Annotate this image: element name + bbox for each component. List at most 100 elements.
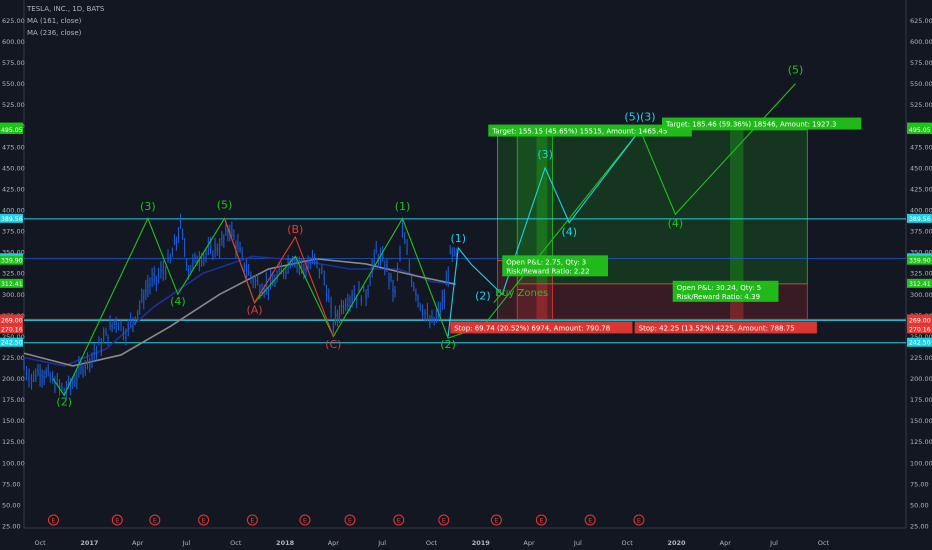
price-badge-right-text: 339.90	[909, 258, 931, 265]
y-tick-right: 400.00	[910, 207, 932, 215]
buy-zones-label: Buy Zones	[495, 288, 548, 299]
ma-line	[23, 255, 456, 367]
price-badge-left-text: 339.90	[1, 258, 23, 265]
price-badge-right-text: 312.41	[909, 281, 931, 288]
wave-label: (3)	[537, 148, 553, 161]
y-tick-left: 250.00	[2, 333, 25, 341]
wave-label: (4)	[170, 295, 186, 308]
price-badge-left	[0, 337, 23, 347]
x-tick-label: Jul	[573, 539, 582, 547]
target1-box	[488, 124, 692, 137]
target1-text: Target: 155.15 (45.65%) 15515, Amount: 1…	[491, 128, 667, 136]
ma-line	[23, 258, 456, 367]
x-tick-label: Apr	[328, 539, 340, 547]
buy-zone-arrow	[493, 289, 506, 304]
earnings-marker-label: E	[442, 517, 446, 525]
y-tick-left: 200.00	[2, 375, 25, 383]
y-tick-left: 575.00	[2, 59, 25, 67]
earnings-marker-label: E	[115, 517, 119, 525]
price-badge-left-text: 312.41	[1, 281, 23, 288]
target-zone	[497, 127, 554, 262]
price-badge-left-text: 270.16	[1, 326, 23, 333]
x-tick-label: Oct	[818, 539, 830, 547]
symbol-title: TESLA, INC., 1D, BATS	[27, 5, 105, 13]
y-tick-right: 25.00	[910, 523, 929, 531]
earnings-marker	[111, 514, 123, 526]
pnl2-text: Risk/Reward Ratio: 4.39	[677, 293, 760, 301]
price-badge-right	[907, 337, 932, 347]
y-tick-right: 225.00	[910, 354, 932, 362]
price-badge-left	[0, 324, 23, 334]
x-tick-label: 2019	[472, 539, 491, 547]
earnings-marker	[47, 514, 59, 526]
earnings-marker	[246, 514, 258, 526]
x-tick-label: Apr	[132, 539, 144, 547]
pnl1-box	[502, 255, 608, 277]
y-tick-right: 425.00	[910, 185, 932, 193]
y-tick-left: 150.00	[2, 417, 25, 425]
ma236-legend: MA (236, close)	[27, 29, 82, 37]
price-badge-right-text: 270.16	[909, 326, 931, 333]
y-tick-right: 75.00	[910, 480, 929, 488]
price-badge-right-text: 495.05	[909, 127, 931, 134]
price-badge-left	[0, 255, 23, 265]
y-tick-right: 375.00	[910, 228, 932, 236]
elliott-wave-red	[223, 218, 334, 337]
wave-label: (4)	[561, 225, 577, 238]
y-tick-right: 325.00	[910, 270, 932, 278]
y-tick-right: 450.00	[910, 164, 932, 172]
earnings-marker-label: E	[153, 517, 157, 525]
wave-label: (C)	[325, 338, 341, 351]
y-tick-left: 75.00	[2, 480, 21, 488]
earnings-marker	[535, 514, 547, 526]
target2-text: Target: 185.46 (59.36%) 18546, Amount: 1…	[665, 121, 837, 129]
x-tick-label: Oct	[230, 539, 242, 547]
wave-label: (B)	[287, 223, 303, 236]
projection-band	[536, 283, 548, 320]
y-tick-right: 100.00	[910, 459, 932, 467]
earnings-marker	[344, 514, 356, 526]
earnings-marker	[149, 514, 161, 526]
price-badge-left-text: 389.56	[1, 216, 23, 223]
y-tick-left: 450.00	[2, 164, 25, 172]
earnings-marker-label: E	[348, 517, 352, 525]
earnings-marker	[633, 514, 645, 526]
wave-label: (4)	[668, 217, 684, 230]
ma161-legend: MA (161, close)	[27, 17, 82, 25]
price-badge-right	[907, 213, 932, 223]
wave-label: (1)	[395, 200, 411, 213]
earnings-marker	[490, 514, 502, 526]
projection-band	[730, 127, 744, 284]
earnings-marker-label: E	[494, 517, 498, 525]
stop1-text: Stop: 69.74 (20.52%) 6974, Amount: 790.7…	[454, 324, 610, 332]
y-tick-left: 600.00	[2, 38, 25, 46]
price-badge-right	[907, 315, 932, 325]
wave-label: (5)	[788, 64, 804, 77]
price-badge-right	[907, 255, 932, 265]
target2-box	[662, 117, 862, 130]
y-tick-right: 550.00	[910, 80, 932, 88]
earnings-marker-label: E	[303, 517, 307, 525]
y-tick-right: 525.00	[910, 101, 932, 109]
price-badge-left-text: 242.50	[1, 340, 23, 347]
pnl2-text: Open P&L: 30.24, Qty: 5	[677, 284, 762, 292]
y-tick-left: 325.00	[2, 270, 25, 278]
earnings-marker-label: E	[588, 517, 592, 525]
y-tick-right: 150.00	[910, 417, 932, 425]
x-tick-label: Oct	[426, 539, 438, 547]
y-tick-left: 550.00	[2, 80, 25, 88]
pnl1-text: Risk/Reward Ratio: 2.22	[506, 267, 589, 275]
y-tick-right: 200.00	[910, 375, 932, 383]
y-tick-right: 625.00	[910, 17, 932, 25]
y-tick-left: 475.00	[2, 143, 25, 151]
y-tick-left: 225.00	[2, 354, 25, 362]
earnings-marker	[299, 514, 311, 526]
x-tick-label: Apr	[523, 539, 535, 547]
price-badge-left	[0, 278, 23, 288]
y-tick-left: 400.00	[2, 207, 25, 215]
price-badge-right	[907, 124, 932, 134]
earnings-marker-label: E	[202, 517, 206, 525]
y-tick-left: 350.00	[2, 249, 25, 257]
wave-label: (A)	[246, 304, 262, 317]
